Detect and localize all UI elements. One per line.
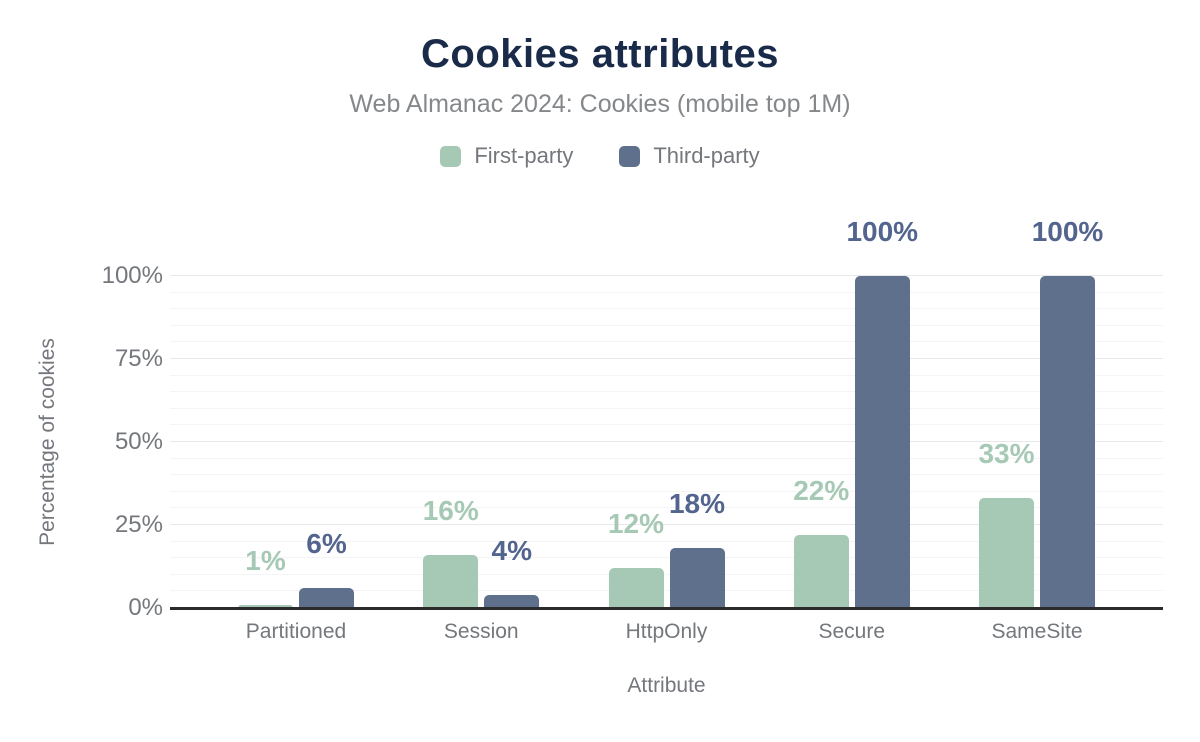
value-label-third-party-httponly: 18% xyxy=(668,488,726,520)
legend: First-party Third-party xyxy=(0,143,1200,169)
major-gridline xyxy=(170,441,1163,442)
x-tick-samesite: SameSite xyxy=(991,620,1083,643)
minor-gridline xyxy=(170,308,1163,310)
value-label-first-party-samesite: 33% xyxy=(978,438,1035,470)
value-label-first-party-secure: 22% xyxy=(793,474,850,506)
value-label-third-party-samesite: 100% xyxy=(1031,216,1104,247)
minor-gridline xyxy=(170,291,1163,293)
y-tick-label: 25% xyxy=(114,511,163,538)
minor-gridline xyxy=(170,374,1163,376)
minor-gridline xyxy=(170,391,1163,393)
major-gridline xyxy=(170,358,1163,359)
minor-gridline xyxy=(170,424,1163,426)
x-axis-line xyxy=(170,607,1163,610)
minor-gridline xyxy=(170,474,1163,476)
bar-third-party-session[interactable] xyxy=(484,594,540,608)
legend-label-first-party: First-party xyxy=(474,143,574,168)
y-tick-label: 50% xyxy=(114,428,163,455)
value-label-first-party-session: 16% xyxy=(422,494,479,526)
minor-gridline xyxy=(170,341,1163,343)
x-tick-session: Session xyxy=(443,620,519,643)
value-label-third-party-session: 4% xyxy=(491,534,532,566)
chart-subtitle: Web Almanac 2024: Cookies (mobile top 1M… xyxy=(349,90,851,118)
x-tick-secure: Secure xyxy=(818,620,886,643)
minor-gridline xyxy=(170,590,1163,592)
minor-gridline xyxy=(170,540,1163,542)
x-axis-title: Attribute xyxy=(627,674,706,697)
bar-third-party-partitioned[interactable] xyxy=(299,588,354,608)
plot-area: 1% 6% 16% 4% 12% 18% 22% 100% 33% 100% Partitione… xyxy=(170,216,1163,697)
bar-third-party-httponly[interactable] xyxy=(669,548,725,608)
minor-gridline xyxy=(170,324,1163,326)
third-party-swatch-icon xyxy=(619,145,641,167)
legend-item-first-party[interactable]: First-party xyxy=(440,143,573,169)
bar-third-party-secure[interactable] xyxy=(854,276,910,608)
first-party-swatch-icon xyxy=(440,145,462,167)
y-tick-label: 75% xyxy=(114,345,163,372)
legend-item-third-party[interactable]: Third-party xyxy=(619,143,760,169)
bar-first-party-httponly[interactable] xyxy=(608,568,664,608)
value-label-first-party-partitioned: 1% xyxy=(245,544,286,576)
minor-gridline xyxy=(170,407,1163,409)
bar-first-party-partitioned[interactable] xyxy=(238,604,293,608)
minor-gridline xyxy=(170,490,1163,492)
bar-third-party-samesite[interactable] xyxy=(1040,276,1095,608)
major-gridline xyxy=(170,524,1163,525)
x-tick-httponly: HttpOnly xyxy=(625,620,708,643)
value-label-first-party-httponly: 12% xyxy=(607,508,665,540)
x-tick-partitioned: Partitioned xyxy=(245,620,347,643)
chart-title: Cookies attributes xyxy=(421,32,779,76)
major-gridline xyxy=(170,275,1163,276)
value-label-third-party-partitioned: 6% xyxy=(306,528,347,560)
bar-first-party-secure[interactable] xyxy=(793,534,849,608)
bar-first-party-session[interactable] xyxy=(423,554,479,608)
value-label-third-party-secure: 100% xyxy=(846,216,919,247)
minor-gridline xyxy=(170,507,1163,509)
y-tick-label: 0% xyxy=(128,594,163,621)
legend-label-third-party: Third-party xyxy=(653,143,760,168)
minor-gridline xyxy=(170,573,1163,575)
y-tick-label: 100% xyxy=(101,262,163,289)
y-axis-ticks: 0% 25% 50% 75% 100% xyxy=(0,264,163,620)
minor-gridline xyxy=(170,557,1163,559)
bar-first-party-samesite[interactable] xyxy=(979,498,1034,608)
minor-gridline xyxy=(170,457,1163,459)
